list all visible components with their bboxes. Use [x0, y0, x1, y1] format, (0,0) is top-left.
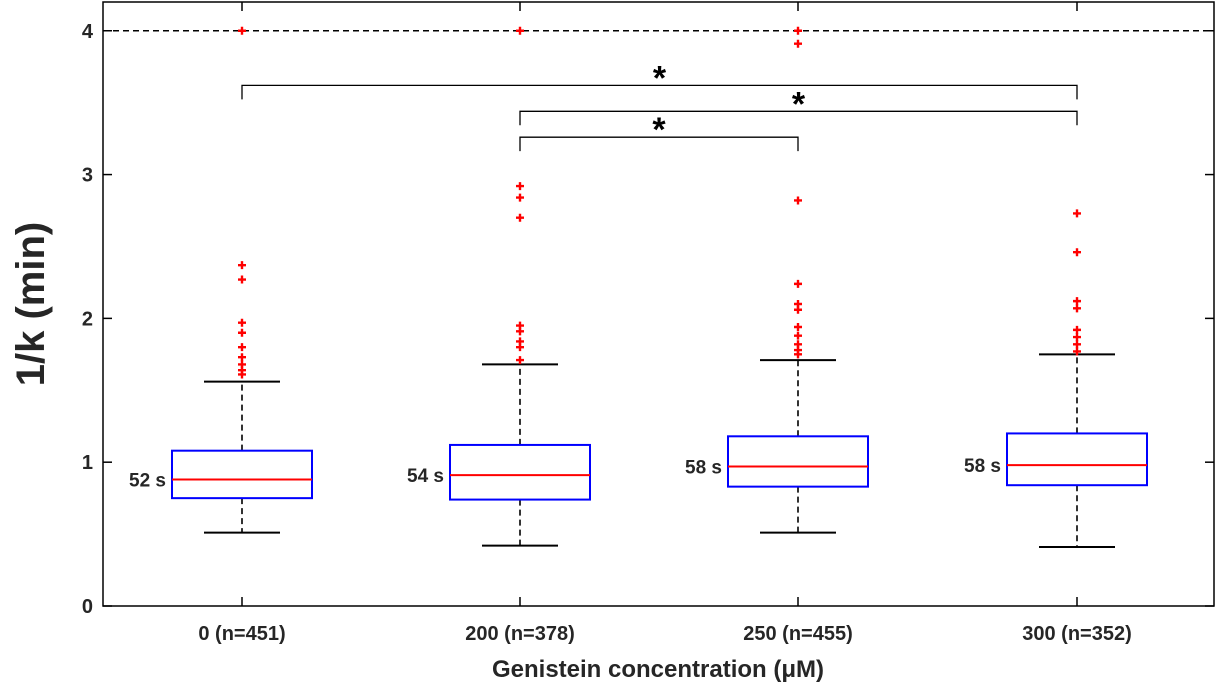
outlier-point [1073, 340, 1081, 349]
outlier-point [238, 328, 246, 337]
outlier-point [516, 213, 524, 222]
significance-star-2: * [652, 111, 666, 149]
iqr-box [727, 435, 869, 488]
outlier-point [794, 340, 802, 349]
outlier-point [516, 193, 524, 202]
median-label: 54 s [407, 466, 444, 487]
box-group-3: 58 s [964, 209, 1148, 549]
y-tick-label-2: 2 [82, 308, 93, 330]
x-tick-label-2: 250 (n=455) [743, 623, 853, 645]
significance-bracket-1 [519, 110, 1078, 126]
outlier-point [1073, 333, 1081, 342]
y-axis-label: 1/k (min) [9, 222, 53, 386]
outlier-point [516, 321, 524, 330]
y-tick-label-1: 1 [82, 452, 93, 474]
significance-bracket-2 [519, 136, 799, 152]
outlier-point [238, 261, 246, 270]
outlier-point [794, 26, 802, 35]
outlier-point [238, 353, 246, 362]
box-group-1: 54 s [407, 26, 591, 547]
y-tick-label-4: 4 [82, 21, 94, 43]
y-tick-label-3: 3 [82, 165, 93, 187]
x-axis-label: Genistein concentration (μM) [492, 656, 824, 683]
x-tick-label-3: 300 (n=352) [1022, 623, 1132, 645]
outlier-point [1073, 248, 1081, 257]
outlier-point [238, 318, 246, 327]
outlier-point [794, 300, 802, 308]
outlier-point [238, 343, 246, 352]
box-group-0: 52 s [129, 26, 313, 534]
y-tick-label-0: 0 [82, 596, 93, 618]
outlier-point [516, 337, 524, 346]
outlier-point [516, 182, 524, 191]
outlier-point [238, 360, 246, 369]
x-tick-label-0: 0 (n=451) [198, 623, 285, 645]
box-group-2: 58 s [685, 26, 869, 534]
median-label: 58 s [685, 458, 722, 479]
outlier-point [238, 275, 246, 284]
iqr-box [1006, 432, 1148, 487]
outlier-point [794, 39, 802, 48]
outlier-point [1073, 304, 1081, 313]
iqr-box [171, 449, 313, 500]
outlier-point [794, 279, 802, 288]
median-label: 58 s [964, 456, 1001, 477]
median-label: 52 s [129, 470, 166, 491]
plot-frame [102, 1, 1215, 607]
outlier-point [516, 356, 524, 365]
outlier-point [1073, 325, 1081, 334]
outlier-point [516, 26, 524, 35]
significance-star-1: * [792, 85, 806, 123]
outlier-point [794, 196, 802, 205]
significance-star-0: * [653, 59, 667, 97]
outlier-point [1073, 347, 1081, 356]
outlier-point [1073, 209, 1081, 218]
outlier-point [794, 323, 802, 332]
iqr-box [449, 443, 591, 501]
significance-bracket-0 [241, 84, 1078, 100]
outlier-point [1073, 297, 1081, 306]
outlier-point [238, 26, 246, 35]
x-tick-label-1: 200 (n=378) [465, 623, 575, 645]
outlier-point [794, 331, 802, 340]
